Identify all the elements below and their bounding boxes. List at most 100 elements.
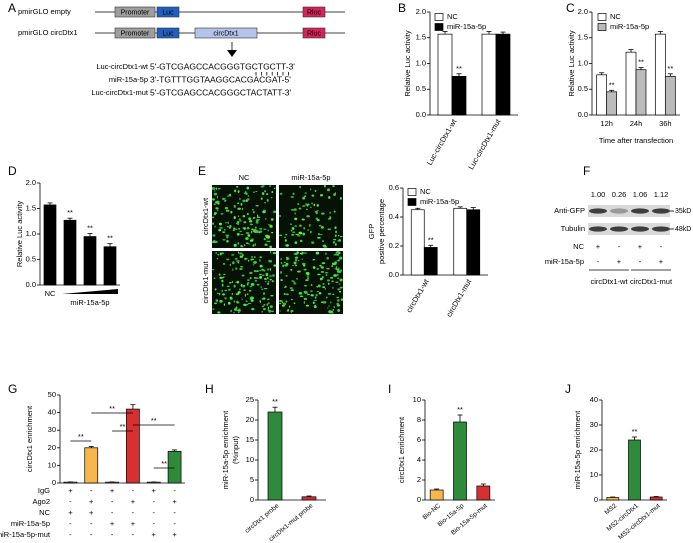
gfp-cell	[338, 238, 341, 242]
gfp-cell	[222, 239, 226, 241]
condition-sign: +	[131, 519, 136, 528]
gfp-cell	[215, 299, 219, 302]
bracket-label: **	[120, 422, 126, 431]
bracket-label: **	[109, 404, 115, 413]
legend-swatch	[434, 13, 444, 21]
gfp-cell	[279, 192, 283, 195]
gfp-cell	[231, 292, 234, 296]
gfp-cell	[287, 308, 290, 312]
gfp-cell	[214, 240, 218, 244]
gfp-cell	[239, 220, 242, 222]
gfp-cell	[212, 222, 214, 225]
gfp-cell	[314, 304, 317, 307]
gfp-cell	[249, 285, 253, 288]
y-tick-label: 0.5	[578, 84, 588, 93]
gfp-cell	[253, 270, 258, 273]
legend-label: NC	[447, 12, 458, 21]
condition-sign: +	[638, 242, 643, 251]
condition-sign: -	[618, 242, 621, 251]
gfp-cell	[246, 293, 249, 295]
gfp-cell	[247, 234, 251, 237]
gfp-cell	[237, 242, 240, 245]
gfp-cell	[216, 292, 220, 294]
gfp-cell	[251, 307, 255, 311]
gfp-cell	[279, 300, 283, 302]
gfp-cell	[234, 205, 236, 209]
gfp-cell	[284, 236, 287, 239]
gfp-cell	[213, 214, 217, 216]
legend-swatch	[597, 13, 607, 21]
bar	[84, 447, 99, 484]
gfp-cell	[302, 232, 306, 236]
gfp-cell	[291, 280, 295, 282]
gfp-cell	[217, 210, 219, 212]
gfp-cell	[239, 268, 243, 270]
gfp-cell	[313, 299, 318, 301]
sequence: 5'-GTCGAGCCACGGGCTACTATT-3'	[150, 87, 292, 97]
y-tick-label: 30	[48, 425, 56, 434]
gfp-cell	[243, 221, 247, 224]
bar	[649, 496, 663, 501]
gfp-cell	[267, 235, 270, 239]
gfp-cell	[269, 185, 271, 187]
y-tick-label: 20	[48, 443, 56, 452]
condition-sign: -	[69, 530, 72, 539]
gfp-cell	[325, 274, 328, 277]
gfp-cell	[309, 206, 312, 208]
gfp-cell	[311, 202, 313, 205]
bar	[628, 439, 641, 501]
gfp-cell	[234, 228, 238, 230]
gfp-cell	[221, 289, 224, 293]
gfp-cell	[213, 203, 216, 205]
gfp-cell	[246, 283, 249, 286]
gfp-cell	[267, 298, 270, 301]
gfp-cell	[321, 275, 324, 279]
panel-letter: F	[583, 164, 590, 178]
gfp-cell	[263, 269, 266, 272]
gfp-cell	[295, 264, 298, 267]
gfp-cell	[219, 299, 223, 303]
gfp-cell	[291, 233, 295, 236]
gfp-cell	[227, 221, 229, 225]
gfp-cell	[269, 305, 273, 308]
gfp-cell	[271, 190, 274, 194]
gfp-cell	[236, 260, 240, 262]
gfp-cell	[233, 312, 235, 314]
gfp-cell	[233, 227, 236, 230]
gfp-cell	[251, 228, 254, 231]
gfp-cell	[280, 279, 283, 282]
gfp-cell	[310, 230, 312, 234]
gfp-cell	[212, 187, 216, 190]
condition-sign: -	[153, 508, 156, 517]
gfp-cell	[235, 222, 240, 225]
gfp-cell	[333, 274, 337, 277]
gfp-cell	[215, 187, 218, 190]
gfp-cell	[261, 185, 265, 187]
y-tick-label: 10	[246, 455, 254, 464]
gfp-cell	[267, 268, 269, 271]
y-tick-label: 2.0	[578, 7, 588, 16]
gfp-cell	[290, 289, 295, 292]
gfp-cell	[233, 300, 236, 303]
gfp-cell	[219, 276, 223, 279]
gfp-cell	[221, 283, 224, 287]
condition-sign: -	[90, 519, 93, 528]
gfp-cell	[225, 209, 230, 212]
gfp-cell	[272, 252, 277, 255]
y-tick-label: 1.0	[416, 58, 426, 67]
gfp-cell	[299, 239, 303, 243]
gfp-cell	[243, 227, 246, 230]
gfp-cell	[273, 210, 277, 214]
blot-band	[589, 208, 607, 214]
condition-label: IgG	[38, 486, 50, 495]
x-tick-label: circDtx1-mut	[444, 277, 473, 319]
gfp-cell	[219, 292, 221, 296]
gfp-cell	[272, 279, 274, 282]
gfp-cell	[333, 210, 336, 213]
gfp-cell	[330, 310, 333, 313]
gfp-cell	[261, 192, 265, 195]
gfp-cell	[327, 228, 332, 231]
gfp-cell	[319, 234, 323, 236]
gfp-cell	[292, 264, 294, 267]
y-tick-label: 10	[590, 470, 598, 479]
